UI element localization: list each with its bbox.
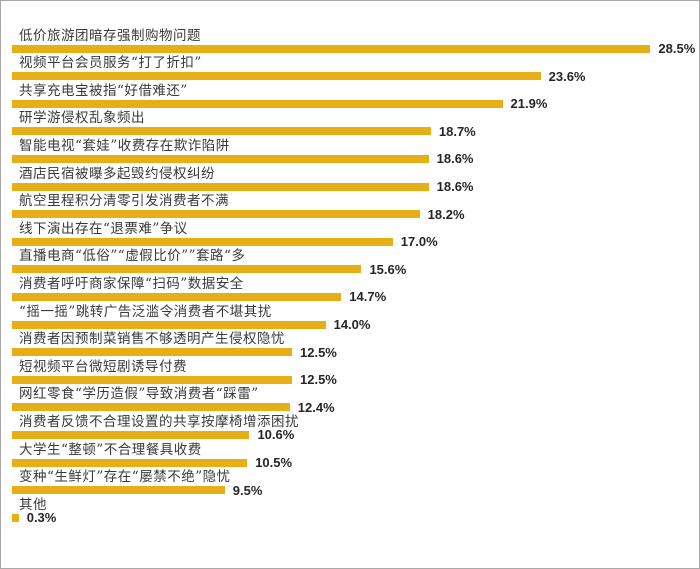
chart-row: 其他 0.3% bbox=[1, 494, 699, 526]
bar bbox=[12, 72, 541, 81]
bar bbox=[12, 320, 326, 329]
bar bbox=[12, 292, 342, 301]
bar bbox=[12, 458, 248, 467]
bar-line: 17.0% bbox=[12, 234, 699, 250]
chart-row: 短视频平台微短剧诱导付费 12.5% bbox=[1, 356, 699, 388]
chart-row: 变种“生鲜灯”存在“屡禁不绝”隐忧 9.5% bbox=[1, 467, 699, 498]
value-label: 18.6% bbox=[436, 179, 474, 195]
bar-line: 21.9% bbox=[12, 96, 699, 112]
category-label: 低价旅游团暗存强制购物问题 bbox=[19, 27, 201, 44]
chart-row: 视频平台会员服务“打了折扣” 23.6% bbox=[1, 53, 699, 84]
chart-rows: 低价旅游团暗存强制购物问题 28.5% 视频平台会员服务“打了折扣” 23.6%… bbox=[1, 25, 699, 526]
category-label: 消费者反馈不合理设置的共享按摩椅增添困扰 bbox=[19, 413, 299, 430]
bar-line: 12.5% bbox=[12, 344, 699, 360]
chart-row: 智能电视“套娃”收费存在欺诈陷阱 18.6% bbox=[1, 135, 699, 167]
bar-line: 10.6% bbox=[12, 427, 699, 443]
value-label: 0.3% bbox=[26, 510, 57, 526]
value-label: 28.5% bbox=[658, 41, 696, 57]
bar-line: 14.7% bbox=[12, 289, 699, 305]
value-label: 15.6% bbox=[369, 261, 407, 277]
category-label: 智能电视“套娃”收费存在欺诈陷阱 bbox=[19, 137, 230, 154]
value-label: 23.6% bbox=[548, 68, 586, 84]
category-label: 消费者呼吁商家保障“扫码”数据安全 bbox=[19, 275, 244, 292]
bar-line: 18.6% bbox=[12, 179, 699, 195]
bar bbox=[12, 210, 420, 219]
bar bbox=[12, 486, 225, 495]
bar bbox=[12, 265, 362, 274]
bar bbox=[12, 430, 250, 439]
bar bbox=[12, 99, 503, 108]
value-label: 10.5% bbox=[255, 455, 293, 470]
bar bbox=[12, 127, 431, 136]
bar bbox=[12, 237, 393, 246]
chart-row: 消费者呼吁商家保障“扫码”数据安全 14.7% bbox=[1, 273, 699, 305]
bar bbox=[12, 44, 651, 53]
category-label: 其他 bbox=[19, 496, 47, 513]
bar-line: 0.3% bbox=[12, 510, 699, 526]
chart-row: 直播电商“低俗”“虚假比价””套路“多 15.6% bbox=[1, 246, 699, 277]
value-label: 12.4% bbox=[297, 399, 335, 415]
category-label: 消费者因预制菜销售不够透明产生侵权隐忧 bbox=[19, 331, 285, 348]
value-label: 18.6% bbox=[436, 151, 474, 167]
chart-row: 共享充电宝被指“好借难还” 21.9% bbox=[1, 80, 699, 112]
bar-line: 9.5% bbox=[12, 482, 699, 498]
bar-line: 12.5% bbox=[12, 372, 699, 388]
category-label: 酒店民宿被曝多起毁约侵权纠纷 bbox=[19, 165, 215, 182]
value-label: 17.0% bbox=[400, 234, 438, 250]
bar-line: 12.4% bbox=[12, 399, 699, 415]
bar bbox=[12, 154, 429, 163]
chart-row: “摇一摇”跳转广告泛滥令消费者不堪其扰 14.0% bbox=[1, 301, 699, 333]
value-label: 9.5% bbox=[232, 482, 263, 498]
value-label: 14.7% bbox=[349, 289, 387, 305]
bar-line: 14.0% bbox=[12, 317, 699, 333]
bar-line: 18.2% bbox=[12, 206, 699, 222]
category-label: 线下演出存在“退票难”争议 bbox=[19, 220, 188, 237]
category-label: 研学游侵权乱象频出 bbox=[19, 110, 145, 127]
bar-line: 18.6% bbox=[12, 151, 699, 167]
chart-row: 研学游侵权乱象频出 18.7% bbox=[1, 108, 699, 139]
category-label: 共享充电宝被指“好借难还” bbox=[19, 82, 188, 99]
value-label: 18.7% bbox=[438, 123, 476, 139]
category-label: 网红零食“学历造假”导致消费者“踩雷” bbox=[19, 386, 259, 403]
chart-row: 航空里程积分清零引发消费者不满 18.2% bbox=[1, 191, 699, 222]
value-label: 12.5% bbox=[300, 372, 337, 388]
bar-line: 23.6% bbox=[12, 68, 699, 84]
category-label: 视频平台会员服务“打了折扣” bbox=[19, 55, 202, 72]
value-label: 10.6% bbox=[257, 427, 295, 443]
bar-line: 10.5% bbox=[12, 455, 699, 470]
category-label: 大学生“整顿”不合理餐具收费 bbox=[19, 441, 202, 458]
category-label: 短视频平台微短剧诱导付费 bbox=[19, 358, 187, 375]
category-label: “摇一摇”跳转广告泛滥令消费者不堪其扰 bbox=[19, 303, 272, 320]
value-label: 14.0% bbox=[333, 317, 371, 333]
bar bbox=[12, 513, 19, 522]
value-label: 18.2% bbox=[427, 206, 465, 222]
category-label: 变种“生鲜灯”存在“屡禁不绝”隐忧 bbox=[19, 469, 231, 486]
bar bbox=[12, 375, 292, 384]
category-label: 航空里程积分清零引发消费者不满 bbox=[19, 193, 229, 210]
chart-row: 大学生“整顿”不合理餐具收费 10.5% bbox=[1, 439, 699, 470]
chart-row: 线下演出存在“退票难”争议 17.0% bbox=[1, 218, 699, 250]
bar-line: 18.7% bbox=[12, 123, 699, 139]
bar bbox=[12, 348, 292, 357]
bar bbox=[12, 403, 290, 412]
bar-line: 28.5% bbox=[12, 41, 699, 57]
chart-row: 网红零食“学历造假”导致消费者“踩雷” 12.4% bbox=[1, 384, 699, 415]
category-label: 直播电商“低俗”“虚假比价””套路“多 bbox=[19, 248, 246, 265]
chart-row: 低价旅游团暗存强制购物问题 28.5% bbox=[1, 25, 699, 57]
chart-row: 消费者反馈不合理设置的共享按摩椅增添困扰 10.6% bbox=[1, 411, 699, 443]
value-label: 21.9% bbox=[510, 96, 548, 112]
chart-row: 消费者因预制菜销售不够透明产生侵权隐忧 12.5% bbox=[1, 329, 699, 360]
bar bbox=[12, 182, 429, 191]
value-label: 12.5% bbox=[300, 344, 337, 360]
chart-row: 酒店民宿被曝多起毁约侵权纠纷 18.6% bbox=[1, 163, 699, 195]
bar-line: 15.6% bbox=[12, 261, 699, 277]
